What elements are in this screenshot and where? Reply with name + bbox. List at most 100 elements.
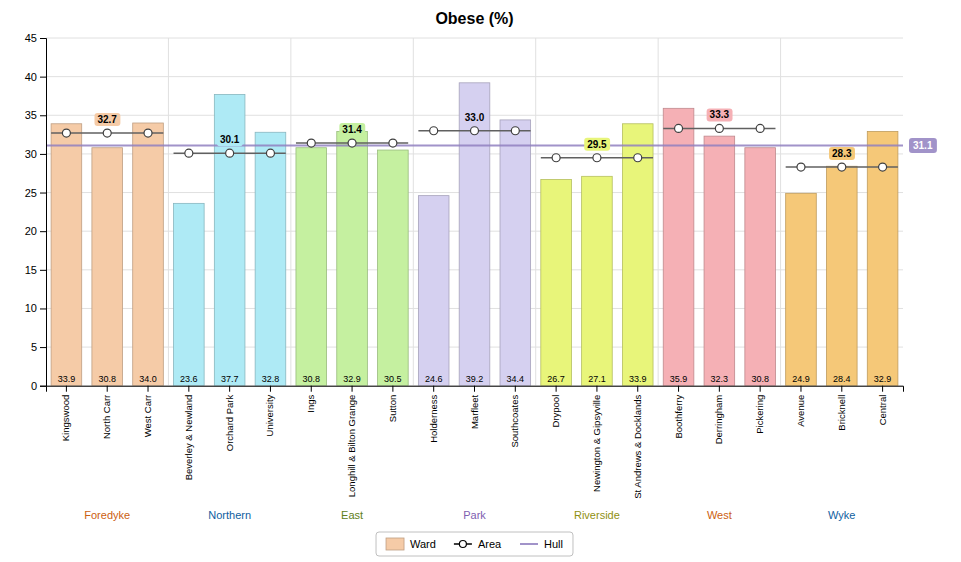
area-marker — [226, 149, 234, 157]
bar — [745, 148, 776, 386]
area-value-box — [339, 123, 365, 136]
bar — [582, 176, 613, 385]
group-divider — [535, 38, 536, 386]
y-axis: 051015202530354045 — [25, 32, 47, 392]
x-tick: Boothferry — [673, 386, 684, 439]
y-tick: 25 — [25, 187, 46, 199]
area-marker — [266, 149, 274, 157]
x-tick-label: Boothferry — [673, 394, 684, 438]
area-marker — [675, 124, 683, 132]
area-value-label: 30.1 — [217, 133, 243, 146]
group-divider — [658, 38, 659, 386]
x-tick-label: Holderness — [428, 394, 439, 442]
x-tick-label: University — [264, 394, 275, 436]
x-tick: Kingswood — [60, 386, 71, 441]
x-tick: Ings — [305, 386, 316, 413]
area-value-box — [94, 113, 120, 126]
x-tick: North Carr — [101, 386, 112, 439]
x-tick: University — [264, 386, 275, 437]
x-tick-mark — [678, 386, 679, 392]
area-marker — [879, 163, 887, 171]
area-marker — [389, 139, 397, 147]
bar — [541, 179, 572, 385]
x-tick: Bricknell — [836, 386, 847, 431]
y-tick-mark — [40, 38, 46, 39]
group-divider — [413, 38, 414, 386]
data-label: 35.9 — [670, 374, 688, 384]
area-marker — [471, 127, 479, 135]
x-tick-label: Sutton — [387, 395, 398, 422]
bar — [418, 196, 449, 386]
data-label: 27.1 — [588, 374, 606, 384]
x-tick: Holderness — [428, 386, 439, 443]
area-marker — [62, 129, 70, 137]
area-marker — [756, 124, 764, 132]
bar — [826, 166, 857, 385]
x-tick-label: Longhill & Bilton Grange — [346, 395, 357, 497]
data-label: 23.6 — [180, 374, 198, 384]
chart-title: Obese (%) — [435, 10, 513, 27]
area-value-label: 33.3 — [707, 108, 733, 121]
x-tick-label: Newington & Gipsyville — [591, 395, 602, 492]
y-tick: 20 — [25, 225, 46, 237]
x-tick: Southcoates — [509, 386, 520, 448]
area-value-text: 32.7 — [97, 114, 117, 125]
y-tick: 45 — [25, 32, 46, 44]
group-divider — [780, 38, 781, 386]
legend-swatch-marker — [459, 541, 466, 548]
area-marker — [511, 127, 519, 135]
area-name: Riverside — [574, 509, 620, 521]
plot: 33.930.834.023.637.732.830.832.930.524.6… — [25, 32, 937, 556]
x-tick-label: Bricknell — [836, 395, 847, 431]
area-group — [541, 154, 653, 162]
y-axis-line — [40, 39, 47, 387]
x-tick-label: Central — [877, 395, 888, 426]
x-tick-mark — [270, 386, 271, 392]
chart-svg: 33.930.834.023.637.732.830.832.930.524.6… — [0, 0, 961, 562]
legend-swatch — [386, 538, 404, 550]
data-label: 37.7 — [221, 374, 239, 384]
marks — [46, 83, 903, 386]
y-tick-mark — [40, 193, 46, 194]
bar — [51, 124, 82, 386]
x-tick: Newington & Gipsyville — [591, 386, 602, 492]
data-label: 28.4 — [833, 374, 851, 384]
x-tick-label: Marfleet — [469, 394, 480, 429]
x-tick: Sutton — [387, 386, 398, 422]
area-value-text: 30.1 — [220, 134, 240, 145]
x-tick-label: Southcoates — [509, 394, 520, 447]
legend-frame — [376, 532, 573, 556]
area-value-label: 28.3 — [829, 147, 855, 160]
bar — [786, 193, 817, 385]
y-tick: 10 — [25, 302, 46, 314]
group-divider — [168, 38, 169, 386]
x-tick-mark — [188, 386, 189, 392]
y-tick: 35 — [25, 109, 46, 121]
bar — [214, 94, 245, 385]
x-tick-mark — [474, 386, 475, 392]
y-tick: 0 — [31, 380, 46, 392]
area-group — [786, 163, 898, 171]
y-tick-label: 20 — [25, 225, 37, 237]
x-tick-label: Beverley & Newland — [183, 395, 194, 481]
x-tick-mark — [637, 386, 638, 392]
area-value-box — [707, 108, 733, 121]
bar — [337, 132, 368, 386]
y-tick-label: 35 — [25, 109, 37, 121]
y-tick-mark — [40, 270, 46, 271]
legend-item: Area — [454, 538, 502, 550]
group-divider — [290, 38, 291, 386]
x-tick-label: North Carr — [101, 395, 112, 439]
area-marker — [103, 129, 111, 137]
x-tick: Orchard Park — [224, 386, 235, 452]
data-label: 32.3 — [711, 374, 729, 384]
hull-label: 31.1 — [909, 138, 937, 153]
hull-label-box — [909, 138, 937, 153]
area-group — [51, 129, 163, 137]
labels: 33.930.834.023.637.732.830.832.930.524.6… — [58, 108, 937, 520]
y-tick-label: 25 — [25, 187, 37, 199]
area-marker — [797, 163, 805, 171]
y-tick-label: 10 — [25, 302, 37, 314]
area-group — [296, 139, 408, 147]
area-marker — [593, 154, 601, 162]
